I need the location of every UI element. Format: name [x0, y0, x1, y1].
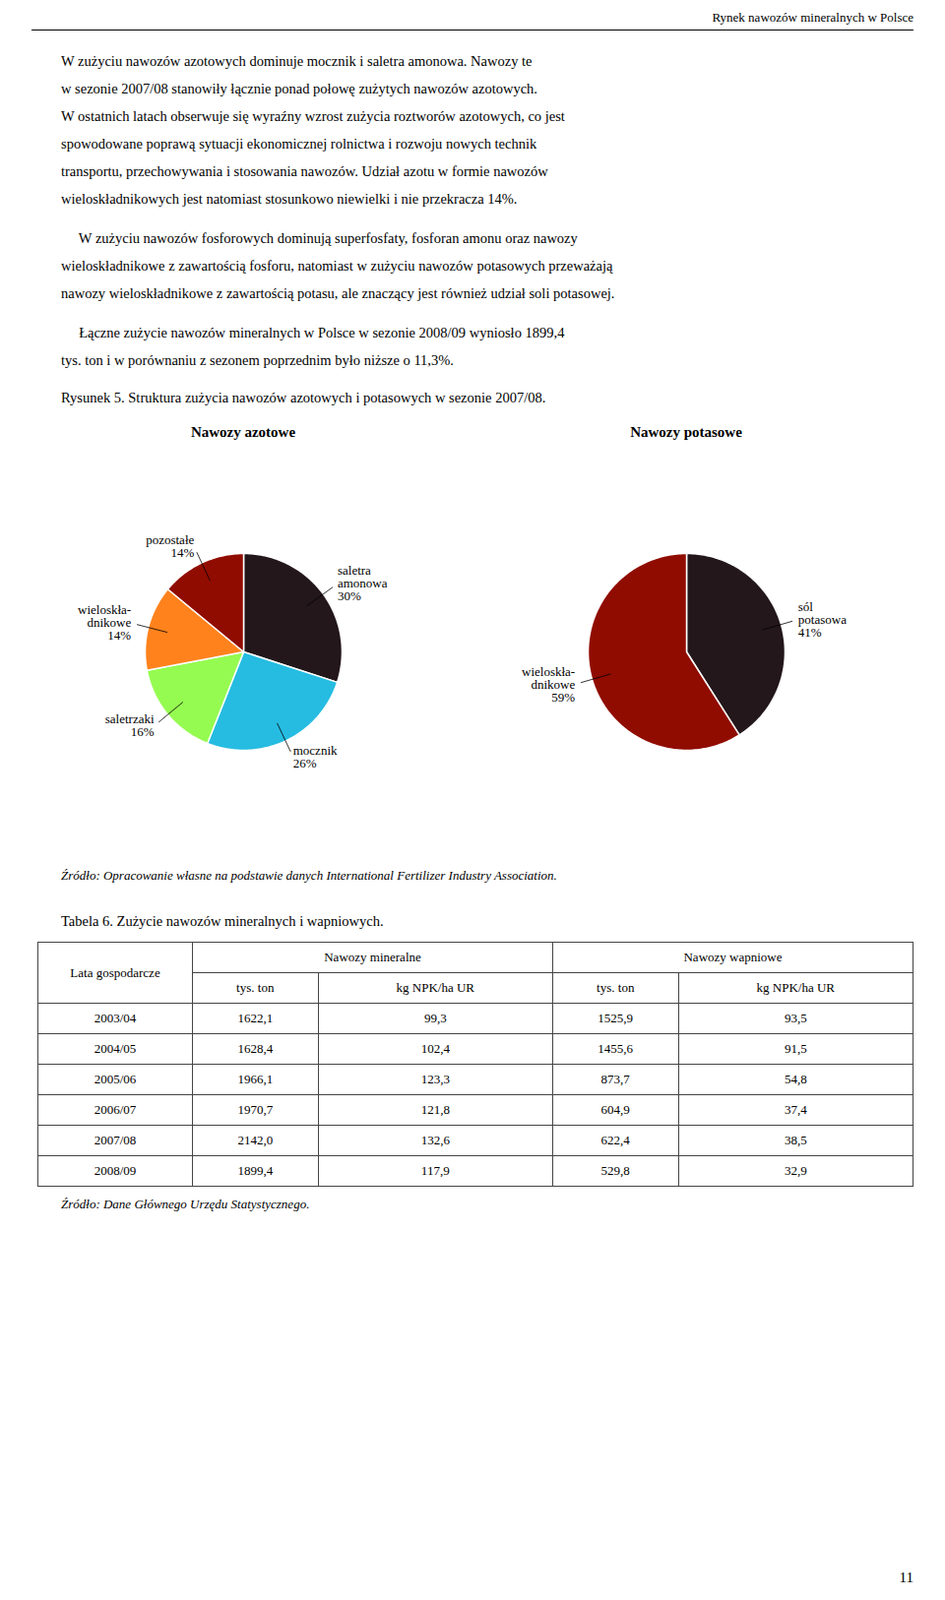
html-text:604,9: 604,9 [601, 1102, 630, 1118]
html-text:kg NPK/ha UR: kg NPK/ha UR [756, 980, 835, 996]
html-text:117,9: 117,9 [421, 1163, 450, 1179]
html-text:2142,0: 2142,0 [237, 1133, 273, 1148]
html-text:Nawozy wapniowe: Nawozy wapniowe [683, 949, 783, 965]
html-text:Źródło: Opracowanie własne na: Źródło: Opracowanie własne na podstawie … [61, 868, 558, 883]
html-text:Tabela 6. Zużycie nawozów mine: Tabela 6. Zużycie nawozów mineralnych i … [61, 913, 384, 930]
html-text:tys. ton i w porównaniu z sezo: tys. ton i w porównaniu z sezonem poprze… [61, 352, 454, 369]
html-text:tys. ton: tys. ton [236, 980, 275, 996]
html-text:transportu, przechowywania i s: transportu, przechowywania i stosowania … [61, 163, 549, 180]
html-text:622,4: 622,4 [601, 1133, 630, 1148]
html-text:nawozy wieloskładnikowe z zawa: nawozy wieloskładnikowe z zawartością po… [61, 285, 615, 302]
svg-text:saletraamonowa30%: saletraamonowa30% [337, 563, 388, 604]
svg-text:pozostałe14%: pozostałe14% [145, 532, 194, 561]
svg-text:wieloskła-dnikowe59%: wieloskła-dnikowe59% [521, 664, 575, 705]
html-text:99,3: 99,3 [424, 1010, 447, 1026]
html-text:121,8: 121,8 [420, 1102, 450, 1118]
html-text:123,3: 123,3 [420, 1071, 450, 1087]
html-text:Rysunek 5. Struktura zużycia n: Rysunek 5. Struktura zużycia nawozów azo… [61, 389, 546, 406]
html-text:Nawozy potasowe: Nawozy potasowe [630, 424, 743, 441]
html-text:1525,9: 1525,9 [597, 1010, 634, 1026]
html-text:11: 11 [899, 1570, 914, 1586]
html-text:w sezonie 2007/08 stanowiły łą: w sezonie 2007/08 stanowiły łącznie pona… [61, 80, 538, 97]
html-text:2004/05: 2004/05 [94, 1041, 137, 1057]
html-text:Łączne zużycie nawozów mineral: Łączne zużycie nawozów mineralnych w Pol… [61, 324, 565, 341]
html-text:wieloskładnikowe z zawartością: wieloskładnikowe z zawartością fosforu, … [61, 257, 613, 274]
html-text:W zużyciu nawozów fosforowych: W zużyciu nawozów fosforowych dominują s… [61, 230, 578, 247]
html-text:W ostatnich latach obserwuje s: W ostatnich latach obserwuje się wyraźny… [61, 108, 565, 125]
html-text:2008/09: 2008/09 [94, 1163, 137, 1179]
html-text:37,4: 37,4 [784, 1102, 807, 1118]
html-text:1970,7: 1970,7 [237, 1102, 273, 1118]
html-text:2007/08: 2007/08 [94, 1133, 137, 1148]
html-text:Źródło: Dane Głównego Urzędu S: Źródło: Dane Głównego Urzędu Statystyczn… [61, 1197, 310, 1212]
html-text:kg NPK/ha UR: kg NPK/ha UR [396, 980, 475, 996]
html-text:91,5: 91,5 [784, 1041, 807, 1057]
html-text:1622,1: 1622,1 [237, 1010, 273, 1026]
html-text:54,8: 54,8 [784, 1071, 807, 1087]
html-text:102,4: 102,4 [420, 1041, 450, 1057]
html-text:529,8: 529,8 [601, 1163, 630, 1179]
svg-text:saletrzaki16%: saletrzaki16% [105, 711, 155, 740]
html-text:Nawozy azotowe: Nawozy azotowe [190, 424, 296, 441]
html-text:W zużyciu nawozów azotowych do: W zużyciu nawozów azotowych dominuje moc… [61, 53, 533, 69]
html-text:Nawozy mineralne: Nawozy mineralne [324, 949, 422, 965]
html-text:32,9: 32,9 [784, 1163, 807, 1179]
html-text:1455,6: 1455,6 [597, 1041, 634, 1057]
svg-text:wieloskła-dnikowe14%: wieloskła-dnikowe14% [77, 602, 131, 643]
html-text:2005/06: 2005/06 [94, 1071, 137, 1087]
html-text:tys. ton: tys. ton [596, 980, 635, 996]
html-text:2003/04: 2003/04 [94, 1010, 137, 1026]
html-text:spowodowane poprawą sytuacji e: spowodowane poprawą sytuacji ekonomiczne… [61, 135, 537, 152]
html-text:wieloskładnikowych jest natomi: wieloskładnikowych jest natomiast stosun… [61, 190, 518, 207]
svg-text:mocznik26%: mocznik26% [293, 743, 338, 771]
html-text:1899,4: 1899,4 [237, 1163, 273, 1179]
html-text:Lata gospodarcze: Lata gospodarcze [70, 965, 161, 980]
html-text:93,5: 93,5 [784, 1010, 807, 1026]
svg-text:sólpotasowa41%: sólpotasowa41% [798, 599, 847, 640]
html-text:Rynek nawozów mineralnych w Po: Rynek nawozów mineralnych w Polsce [712, 9, 914, 25]
html-text:873,7: 873,7 [601, 1071, 630, 1087]
html-text:1628,4: 1628,4 [237, 1041, 273, 1057]
html-text:2006/07: 2006/07 [94, 1102, 137, 1118]
html-text:1966,1: 1966,1 [237, 1071, 273, 1087]
html-text:38,5: 38,5 [784, 1133, 807, 1148]
html-text:132,6: 132,6 [420, 1133, 450, 1148]
